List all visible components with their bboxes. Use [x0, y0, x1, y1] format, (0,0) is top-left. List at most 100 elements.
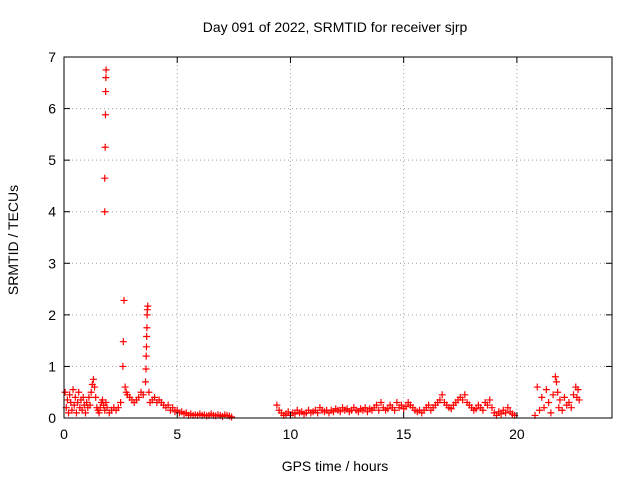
data-point: [425, 401, 433, 409]
data-point: [533, 383, 541, 391]
data-point: [502, 409, 510, 417]
y-tick-label: 7: [48, 49, 56, 65]
data-point: [151, 393, 159, 401]
data-point: [554, 388, 562, 396]
y-tick-label: 1: [48, 358, 56, 374]
data-point: [82, 409, 90, 417]
data-point: [574, 386, 582, 394]
data-point: [117, 399, 125, 407]
data-point: [556, 396, 564, 404]
data-point: [69, 386, 77, 394]
data-point: [486, 396, 494, 404]
data-point: [135, 393, 143, 401]
data-point: [438, 391, 446, 399]
data-point: [120, 296, 128, 304]
data-point: [497, 410, 505, 418]
data-point: [372, 401, 380, 409]
data-point: [102, 74, 110, 82]
data-point: [336, 408, 344, 416]
x-tick-label: 20: [509, 426, 525, 442]
chart-title: Day 091 of 2022, SRMTID for receiver sjr…: [203, 19, 468, 35]
data-point: [101, 111, 109, 119]
data-point: [145, 388, 153, 396]
axis-ticks: 0 1 2 3 4 5 6 7 0 5 10 15 20: [48, 49, 612, 442]
plot-frame: [63, 56, 613, 419]
x-tick-label: 15: [396, 426, 412, 442]
y-tick-label: 6: [48, 101, 56, 117]
data-point: [377, 399, 385, 407]
data-point: [393, 399, 401, 407]
data-point: [75, 388, 83, 396]
data-point: [101, 143, 109, 151]
data-point: [89, 375, 97, 383]
y-tick-label: 4: [48, 204, 56, 220]
data-point: [169, 404, 177, 412]
data-point: [560, 393, 568, 401]
data-point: [273, 401, 281, 409]
data-point: [402, 403, 410, 411]
data-point: [102, 88, 110, 96]
data-point: [565, 399, 573, 407]
data-point: [144, 302, 152, 310]
data-point: [447, 405, 455, 413]
data-point: [547, 409, 555, 417]
data-point: [483, 401, 491, 409]
data-point: [142, 378, 150, 386]
data-point: [549, 391, 557, 399]
data-point: [142, 343, 150, 351]
y-axis-label: SRMTID / TECUs: [5, 185, 21, 295]
data-point: [85, 393, 93, 401]
data-point: [361, 404, 369, 412]
data-point: [72, 409, 80, 417]
data-point: [472, 405, 480, 413]
data-point: [86, 401, 94, 409]
data-point: [102, 399, 110, 407]
data-point: [95, 409, 103, 417]
data-point: [397, 401, 405, 409]
data-point: [542, 386, 550, 394]
data-point: [139, 391, 147, 399]
data-point: [143, 324, 151, 332]
x-axis-label: GPS time / hours: [282, 458, 389, 474]
data-point: [558, 406, 566, 414]
data-point: [436, 396, 444, 404]
data-point: [101, 208, 109, 216]
data-point: [119, 362, 127, 370]
data-point: [91, 383, 99, 391]
data-point: [143, 333, 151, 341]
y-tick-label: 3: [48, 255, 56, 271]
data-point: [66, 391, 74, 399]
data-point: [479, 406, 487, 414]
data-point: [142, 352, 150, 360]
data-point: [540, 404, 548, 412]
data-point: [121, 383, 129, 391]
data-point: [384, 405, 392, 413]
x-tick-label: 0: [60, 426, 68, 442]
data-point: [545, 399, 553, 407]
data-point: [488, 404, 496, 412]
data-point: [575, 396, 583, 404]
y-tick-label: 2: [48, 307, 56, 323]
data-point: [567, 404, 575, 412]
data-point: [553, 378, 561, 386]
data-point: [68, 406, 76, 414]
data-point: [119, 338, 127, 346]
data-point: [87, 388, 95, 396]
data-point: [291, 410, 299, 418]
data-point: [71, 393, 79, 401]
data-point: [101, 174, 109, 182]
data-point: [538, 393, 546, 401]
x-tick-label: 10: [283, 426, 299, 442]
y-tick-label: 5: [48, 152, 56, 168]
data-point: [504, 404, 512, 412]
data-point: [314, 409, 322, 417]
data-point: [461, 391, 469, 399]
data-point: [103, 404, 111, 412]
data-point: [164, 401, 172, 409]
data-point: [114, 404, 122, 412]
data-point: [391, 406, 399, 414]
data-point: [102, 66, 110, 74]
data-point: [375, 406, 383, 414]
data-point: [228, 413, 236, 421]
